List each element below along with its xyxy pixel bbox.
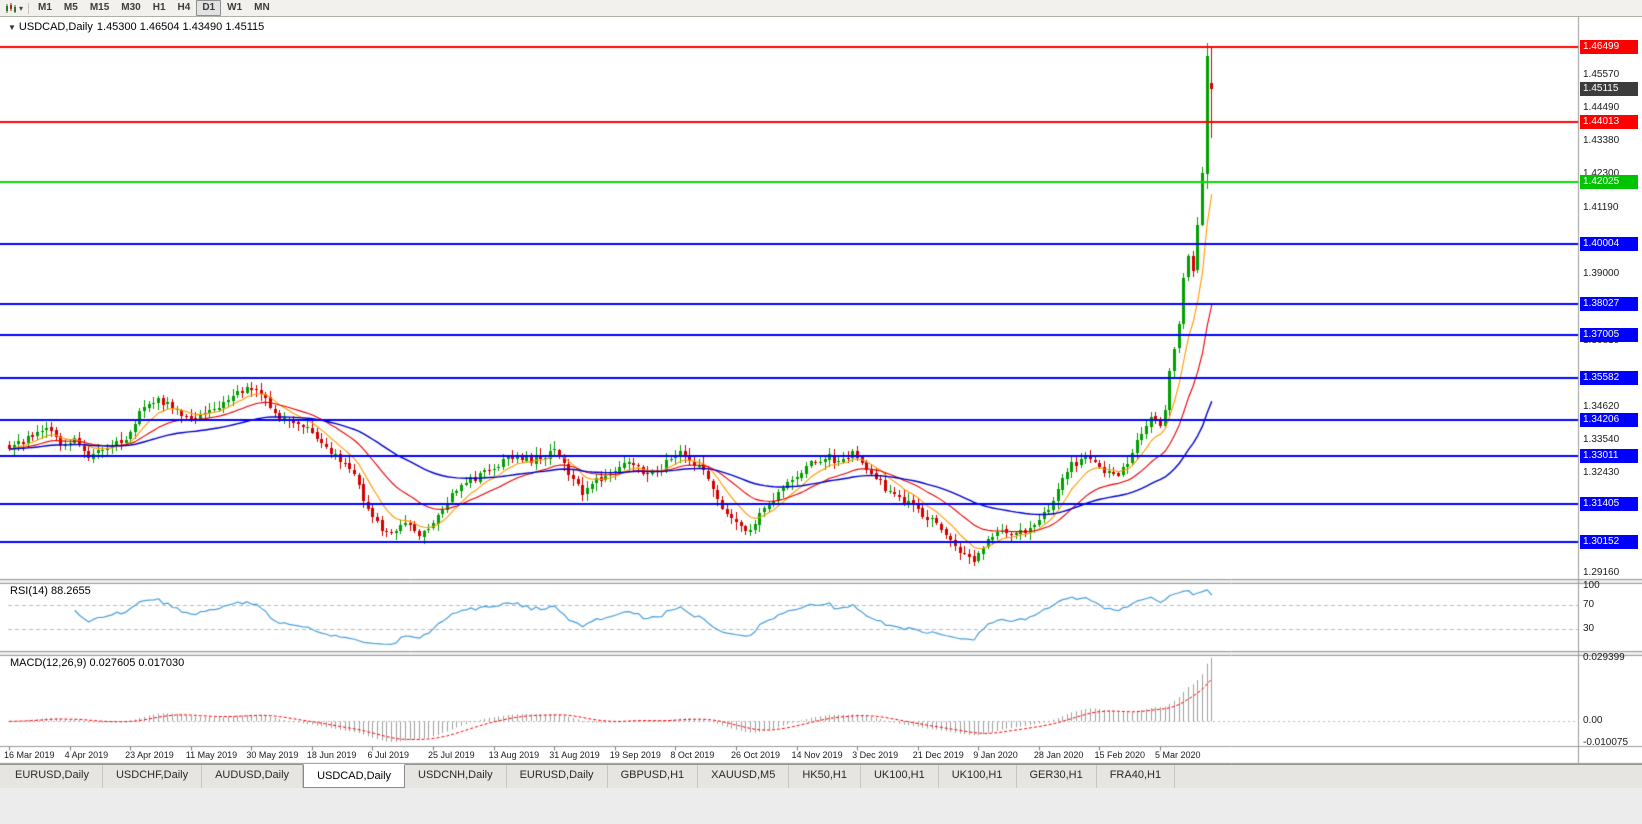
- chart-tab-hk50-h1[interactable]: HK50,H1: [789, 765, 861, 788]
- date-axis-label: 18 Jun 2019: [306, 750, 357, 760]
- chart-tab-audusd-daily[interactable]: AUDUSD,Daily: [202, 765, 304, 788]
- chart-tab-eurusd-daily[interactable]: EURUSD,Daily: [507, 765, 608, 788]
- date-axis-label: 16 Mar 2019: [4, 750, 55, 760]
- timeframe-button-m30[interactable]: M30: [121, 2, 141, 13]
- timeframe-toolbar: ▾ M1 M5 M15 M30 H1 H4 D1 W1 MN: [0, 0, 1642, 17]
- price-axis-badge[interactable]: 1.38027: [1580, 296, 1638, 311]
- timeframe-button-m1[interactable]: M1: [38, 2, 52, 13]
- date-axis-label: 30 May 2019: [246, 750, 299, 760]
- price-axis-badge[interactable]: 1.30152: [1580, 535, 1638, 550]
- chart-ohlc-readout: 1.45300 1.46504 1.43490 1.45115: [96, 21, 265, 33]
- chart-window: ▼ USDCAD,Daily 1.45300 1.46504 1.43490 1.4…: [0, 17, 1642, 764]
- timeframe-button-m15[interactable]: M15: [89, 2, 110, 13]
- chart-tab-uk100-h1[interactable]: UK100,H1: [861, 765, 939, 788]
- price-axis-badge[interactable]: 1.34206: [1580, 412, 1638, 427]
- date-axis-label: 13 Aug 2019: [488, 750, 540, 760]
- chart-title: ▼ USDCAD,Daily 1.45300 1.46504 1.43490 1.4…: [8, 21, 268, 33]
- date-axis-label: 6 Jul 2019: [367, 750, 410, 760]
- price-axis-label: 1.43380: [1583, 135, 1620, 147]
- status-area: [0, 788, 1642, 824]
- date-axis-label: 15 Feb 2020: [1094, 750, 1145, 760]
- macd-indicator-label: MACD(12,26,9) 0.027605 0.017030: [10, 657, 185, 669]
- chart-tab-usdcnh-daily[interactable]: USDCNH,Daily: [405, 765, 507, 788]
- price-axis-label: 1.29160: [1583, 566, 1620, 578]
- price-axis-label: 1.32430: [1583, 467, 1620, 479]
- price-axis-badge[interactable]: 1.44013: [1580, 115, 1638, 130]
- price-axis-label: 1.39000: [1583, 268, 1620, 280]
- price-axis-label: 1.33540: [1583, 433, 1620, 445]
- timeframe-button-mn[interactable]: MN: [254, 2, 270, 13]
- price-axis-badge[interactable]: 1.31405: [1580, 497, 1638, 512]
- date-axis-label: 11 May 2019: [185, 750, 238, 760]
- date-axis-label: 23 Apr 2019: [125, 750, 174, 760]
- chart-tab-ger30-h1[interactable]: GER30,H1: [1017, 765, 1097, 788]
- date-axis-label: 19 Sep 2019: [609, 750, 661, 760]
- price-axis-badge[interactable]: 1.42025: [1580, 175, 1638, 190]
- price-axis-badge[interactable]: 1.33011: [1580, 448, 1638, 463]
- date-axis-label: 25 Jul 2019: [428, 750, 475, 760]
- date-axis-label: 4 Apr 2019: [64, 750, 109, 760]
- price-axis-badge[interactable]: 1.37005: [1580, 327, 1638, 342]
- price-axis-label: 1.34620: [1583, 400, 1620, 412]
- price-axis-label: 1.42300: [1583, 168, 1620, 180]
- timeframe-button-w1[interactable]: W1: [227, 2, 243, 13]
- price-chart-canvas[interactable]: [0, 17, 1642, 764]
- chart-tab-gbpusd-h1[interactable]: GBPUSD,H1: [608, 765, 699, 788]
- price-axis-label: 1.41190: [1583, 201, 1619, 213]
- price-axis-label: 1.45570: [1583, 69, 1620, 80]
- macd-axis-label: -0.010075: [1583, 737, 1629, 748]
- date-axis-label: 8 Oct 2019: [670, 750, 715, 760]
- chart-tab-usdchf-daily[interactable]: USDCHF,Daily: [103, 765, 203, 788]
- price-axis-badge[interactable]: 1.40004: [1580, 236, 1638, 251]
- timeframe-button-d1[interactable]: D1: [196, 0, 222, 16]
- date-axis-label: 9 Jan 2020: [973, 750, 1018, 760]
- timeframe-button-h4[interactable]: H4: [177, 2, 191, 13]
- date-axis-label: 5 Mar 2020: [1155, 750, 1201, 760]
- rsi-axis-label: 100: [1583, 580, 1600, 591]
- toolbar-separator: [28, 2, 30, 14]
- date-axis-label: 14 Nov 2019: [791, 750, 843, 760]
- chart-type-icon[interactable]: [3, 2, 19, 15]
- collapse-icon[interactable]: ▼: [8, 23, 16, 32]
- timeframe-button-m5[interactable]: M5: [63, 2, 78, 13]
- price-axis-label: 1.44490: [1583, 101, 1620, 113]
- date-axis-label: 21 Dec 2019: [912, 750, 964, 760]
- chart-type-dropdown-caret-icon[interactable]: ▾: [19, 3, 24, 13]
- chart-tab-eurusd-daily[interactable]: EURUSD,Daily: [2, 765, 103, 788]
- chart-tab-uk100-h1[interactable]: UK100,H1: [939, 765, 1017, 788]
- timeframe-buttons: M1 M5 M15 M30 H1 H4 D1 W1 MN: [32, 0, 276, 16]
- chart-tab-fra40-h1[interactable]: FRA40,H1: [1097, 765, 1176, 788]
- macd-axis-label: 0.029399: [1583, 652, 1625, 663]
- date-axis-label: 26 Oct 2019: [730, 750, 780, 760]
- chart-tabs-bar: EURUSD,Daily USDCHF,Daily AUDUSD,Daily USDC…: [0, 764, 1642, 788]
- chart-symbol-label: USDCAD,Daily: [18, 21, 93, 33]
- chart-tab-xauusd-m5[interactable]: XAUUSD,M5: [698, 765, 790, 788]
- timeframe-button-h1[interactable]: H1: [152, 2, 166, 13]
- date-axis-label: 3 Dec 2019: [852, 750, 899, 760]
- rsi-indicator-label: RSI(14) 88.2655: [10, 585, 91, 597]
- chart-tab-usdcad-daily[interactable]: USDCAD,Daily: [303, 764, 406, 788]
- rsi-axis-label: 70: [1583, 598, 1595, 610]
- date-axis-label: 28 Jan 2020: [1033, 750, 1084, 760]
- price-axis-badge[interactable]: 1.46499: [1580, 39, 1638, 54]
- date-axis-label: 31 Aug 2019: [549, 750, 600, 760]
- price-axis-badge[interactable]: 1.35582: [1580, 370, 1638, 385]
- macd-axis-label: 0.00: [1583, 715, 1603, 727]
- rsi-axis-label: 30: [1583, 623, 1595, 635]
- price-axis-badge[interactable]: 1.45115: [1580, 81, 1638, 96]
